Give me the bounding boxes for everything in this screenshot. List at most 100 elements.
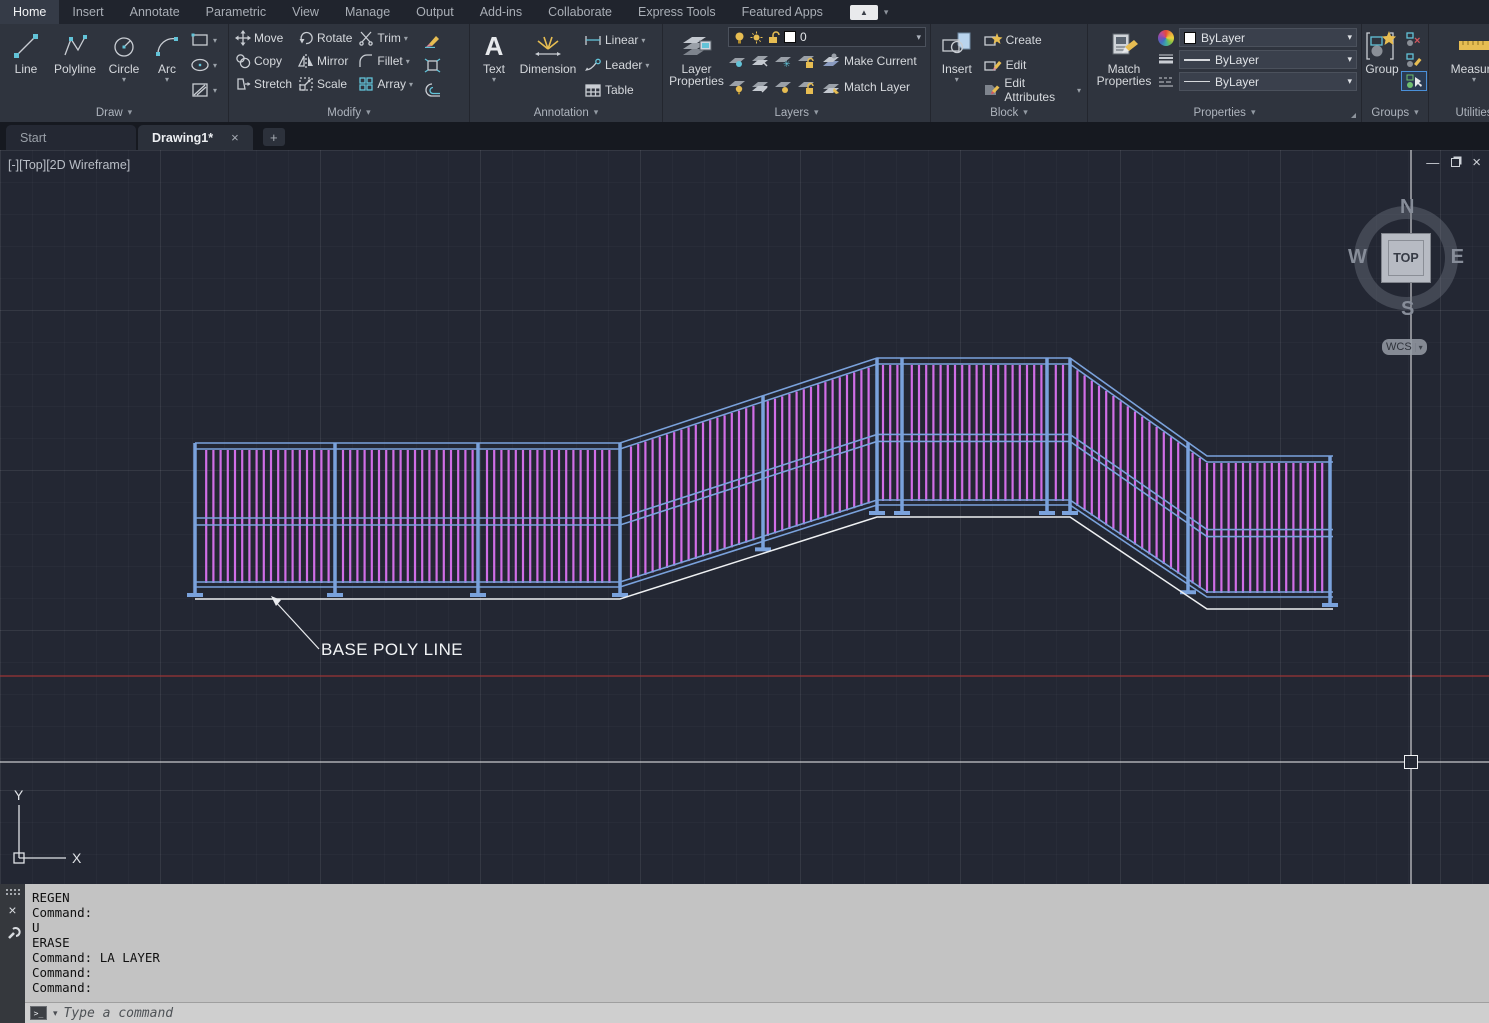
leader-line[interactable]: [271, 596, 320, 650]
chevron-down-icon[interactable]: ▾: [213, 35, 218, 45]
linetype-dropdown[interactable]: ByLayer ▾: [1179, 72, 1357, 91]
layer-thaw-icon[interactable]: [774, 79, 793, 95]
polyline-button[interactable]: Polyline: [50, 27, 100, 75]
create-block-button[interactable]: Create: [981, 29, 1083, 51]
match-layer-button[interactable]: Match Layer: [820, 76, 912, 98]
chevron-down-icon[interactable]: ▾: [954, 75, 959, 84]
command-input[interactable]: Type a command: [63, 1005, 174, 1021]
panel-label-draw[interactable]: Draw ▾: [95, 106, 133, 119]
minimize-window-button[interactable]: —: [1426, 155, 1440, 170]
ucs-icon[interactable]: Y X: [13, 787, 82, 866]
menu-tab-manage[interactable]: Manage: [344, 5, 391, 19]
offset-button[interactable]: [421, 79, 445, 101]
chevron-down-icon[interactable]: ▾: [403, 33, 408, 43]
rectangle-tool-button[interactable]: ▾: [188, 29, 219, 51]
dimension-button[interactable]: Dimension: [516, 27, 580, 75]
ellipse-tool-button[interactable]: ▾: [188, 54, 219, 76]
linetype-icon[interactable]: [1158, 75, 1174, 89]
menu-tab-insert[interactable]: Insert: [72, 5, 104, 19]
restore-window-button[interactable]: [1451, 158, 1461, 167]
chevron-down-icon[interactable]: ▾: [213, 60, 218, 70]
color-wheel-icon[interactable]: [1158, 29, 1174, 46]
panel-label-block[interactable]: Block ▾: [990, 106, 1028, 119]
rotate-button[interactable]: Rotate: [296, 27, 354, 49]
explode-button[interactable]: [421, 54, 445, 76]
menu-tab-annotate[interactable]: Annotate: [129, 5, 180, 19]
measure-button[interactable]: Measure ▾: [1446, 27, 1489, 84]
linear-dimension-button[interactable]: Linear ▾: [582, 29, 651, 51]
panel-label-annotation[interactable]: Annotation ▾: [533, 106, 599, 119]
chevron-down-icon[interactable]: ▾: [1076, 85, 1081, 95]
object-color-dropdown[interactable]: ByLayer ▾: [1179, 28, 1357, 47]
stretch-button[interactable]: Stretch: [233, 73, 294, 95]
chevron-down-icon[interactable]: ▾: [213, 85, 218, 95]
leader-button[interactable]: Leader ▾: [582, 54, 651, 76]
viewcube-south[interactable]: S: [1401, 298, 1415, 320]
chevron-down-icon[interactable]: ▾: [53, 1007, 58, 1018]
layer-on-icon[interactable]: [728, 79, 747, 95]
customize-wrench-icon[interactable]: [5, 925, 21, 941]
match-properties-button[interactable]: Match Properties: [1092, 27, 1156, 87]
close-icon[interactable]: ×: [231, 130, 239, 145]
erase-button[interactable]: [421, 29, 445, 51]
insert-button[interactable]: Insert ▾: [935, 27, 979, 84]
viewcube-east[interactable]: E: [1450, 246, 1464, 268]
menu-tab-featured-apps[interactable]: Featured Apps: [741, 5, 823, 19]
command-input-row[interactable]: >_ ▾ Type a command: [25, 1002, 1489, 1023]
panel-dialog-launcher[interactable]: [1351, 113, 1356, 118]
viewcube-west[interactable]: W: [1348, 246, 1367, 268]
close-window-button[interactable]: ×: [1472, 154, 1481, 171]
chevron-down-icon[interactable]: ▾: [645, 60, 650, 70]
menu-tab-output[interactable]: Output: [416, 5, 454, 19]
chevron-down-icon[interactable]: ▾: [916, 31, 921, 42]
new-drawing-tab-button[interactable]: +: [262, 128, 285, 146]
viewcube-north[interactable]: N: [1400, 196, 1415, 218]
circle-button[interactable]: Circle ▾: [102, 27, 146, 84]
layer-off-icon[interactable]: [728, 53, 747, 69]
copy-button[interactable]: Copy: [233, 50, 294, 72]
edit-attributes-button[interactable]: Edit Attributes ▾: [981, 76, 1083, 104]
lineweight-icon[interactable]: [1158, 53, 1174, 67]
panel-label-modify[interactable]: Modify ▾: [327, 106, 371, 119]
fillet-button[interactable]: Fillet ▾: [356, 50, 415, 72]
panel-label-properties[interactable]: Properties ▾: [1088, 103, 1361, 122]
trim-button[interactable]: Trim ▾: [356, 27, 415, 49]
drag-grip-icon[interactable]: [4, 888, 21, 895]
layer-lock-icon[interactable]: [797, 53, 816, 69]
drawing-canvas[interactable]: Y X [-][Top][2D Wireframe] — × BASE POLY…: [0, 150, 1489, 884]
close-icon[interactable]: ×: [8, 902, 17, 918]
group-edit-button[interactable]: [1401, 50, 1427, 70]
layer-properties-button[interactable]: Layer Properties: [667, 27, 726, 87]
viewcube-top-face[interactable]: TOP: [1381, 233, 1431, 283]
menu-tab-view[interactable]: View: [292, 5, 319, 19]
chevron-down-icon[interactable]: ▾: [121, 75, 126, 84]
viewcube[interactable]: N W E S TOP: [1348, 196, 1464, 321]
chevron-down-icon[interactable]: ▾: [164, 75, 169, 84]
table-button[interactable]: Table: [582, 79, 651, 101]
layer-freeze-icon[interactable]: ✳: [774, 53, 793, 69]
ungroup-button[interactable]: ×: [1401, 29, 1427, 49]
chevron-down-icon[interactable]: ▾: [1471, 75, 1476, 84]
panel-label-utilities[interactable]: Utilities: [1455, 106, 1489, 119]
menu-tab-collaborate[interactable]: Collaborate: [548, 5, 613, 19]
arc-button[interactable]: Arc ▾: [148, 27, 186, 84]
make-current-button[interactable]: Make Current: [820, 50, 919, 72]
command-window-titlebar[interactable]: ×: [0, 884, 25, 1023]
layer-unlock-row-icon[interactable]: [797, 79, 816, 95]
menu-tab-parametric[interactable]: Parametric: [205, 5, 267, 19]
layer-select-dropdown[interactable]: 0 ▾: [728, 27, 926, 47]
panel-label-layers[interactable]: Layers ▾: [774, 106, 819, 119]
chevron-down-icon[interactable]: ▾: [883, 6, 889, 17]
line-button[interactable]: Line: [4, 27, 48, 75]
menu-tab-home[interactable]: Home: [0, 0, 60, 24]
wcs-menu[interactable]: WCS ▾: [1382, 339, 1427, 355]
move-button[interactable]: Move: [233, 27, 294, 49]
group-selection-toggle[interactable]: [1401, 71, 1427, 91]
text-button[interactable]: A Text ▾: [482, 31, 505, 84]
command-history[interactable]: REGEN Command: U ERASE Command: LA LAYER…: [25, 884, 1489, 1002]
chevron-down-icon[interactable]: ▾: [405, 56, 410, 66]
base-polyline-annotation[interactable]: BASE POLY LINE: [321, 640, 463, 659]
railing-drawing[interactable]: [187, 357, 1338, 610]
viewport-controls[interactable]: [-][Top][2D Wireframe]: [8, 158, 131, 172]
menu-tab-express-tools[interactable]: Express Tools: [638, 5, 716, 19]
